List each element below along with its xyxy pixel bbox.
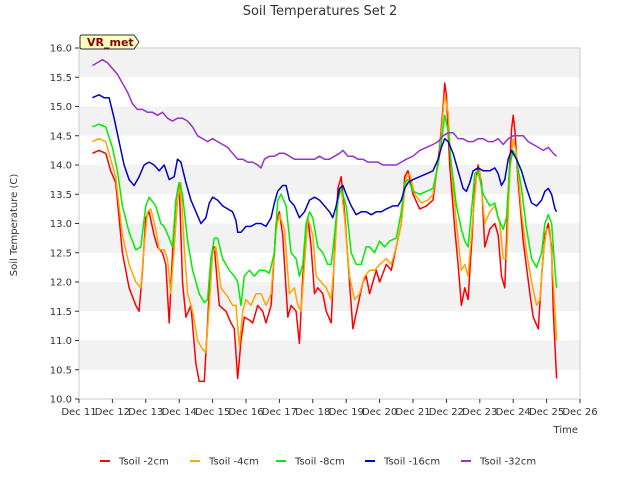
station-badge: VR_met <box>79 34 140 50</box>
y-tick-label: 13.5 <box>50 190 72 201</box>
y-axis-ticks: 10.0 10.5 11.0 11.5 12.0 12.5 13.0 13.5 14.0 14.5… <box>50 44 79 406</box>
y-tick-label: 12.0 <box>50 278 72 289</box>
x-tick-label: Dec 15 <box>195 407 230 418</box>
y-tick-label: 11.5 <box>50 307 72 318</box>
x-tick-label: Dec 24 <box>496 407 531 418</box>
series-lines <box>92 58 558 383</box>
x-tick-label: Dec 16 <box>228 407 263 418</box>
y-tick-label: 10.5 <box>50 365 72 376</box>
legend-label: Tsoil -16cm <box>383 457 440 468</box>
grid-band <box>79 77 580 107</box>
x-tick-label: Dec 25 <box>529 407 564 418</box>
legend-label: Tsoil -32cm <box>479 457 536 468</box>
y-tick-label: 15.0 <box>50 102 72 113</box>
grid-band <box>79 369 580 399</box>
legend-label: Tsoil -8cm <box>294 457 345 468</box>
chart-title: Soil Temperatures Set 2 <box>243 4 398 19</box>
grid-band <box>79 223 580 253</box>
x-tick-label: Dec 21 <box>395 407 430 418</box>
y-tick-label: 11.0 <box>50 336 72 347</box>
grid-band <box>79 48 580 78</box>
series-line-3 <box>92 114 558 307</box>
y-tick-label: 14.5 <box>50 131 72 142</box>
x-tick-label: Dec 22 <box>429 407 464 418</box>
series-line-2 <box>92 94 558 353</box>
y-tick-label: 13.0 <box>50 219 72 230</box>
legend-label: Tsoil -4cm <box>208 457 259 468</box>
x-tick-label: Dec 12 <box>95 407 130 418</box>
x-tick-label: Dec 26 <box>562 407 597 418</box>
grid-band <box>79 106 580 136</box>
x-tick-label: Dec 18 <box>295 407 330 418</box>
grid-band <box>79 311 580 341</box>
x-tick-label: Dec 23 <box>462 407 497 418</box>
series-line-5 <box>92 58 558 169</box>
y-tick-label: 16.0 <box>50 44 72 55</box>
grid-band <box>79 340 580 370</box>
series-line-4 <box>92 94 558 234</box>
x-axis-label: Time <box>553 425 578 436</box>
grid-band <box>79 252 580 282</box>
y-axis-label: Soil Temperature (C) <box>9 174 20 277</box>
grid-band <box>79 194 580 224</box>
x-tick-label: Dec 13 <box>128 407 163 418</box>
y-tick-label: 14.0 <box>50 161 72 172</box>
x-tick-label: Dec 11 <box>61 407 96 418</box>
x-tick-label: Dec 19 <box>329 407 364 418</box>
grid-bands <box>79 48 580 399</box>
y-tick-label: 15.5 <box>50 73 72 84</box>
x-tick-label: Dec 20 <box>362 407 397 418</box>
station-badge-box <box>79 34 140 50</box>
y-tick-label: 10.0 <box>50 395 72 406</box>
y-tick-label: 12.5 <box>50 248 72 259</box>
x-tick-label: Dec 14 <box>162 407 197 418</box>
station-badge-label: VR_met <box>87 36 134 49</box>
grid-band <box>79 135 580 165</box>
legend: Tsoil -2cm Tsoil -4cm Tsoil -8cm Tsoil -16c… <box>100 457 536 468</box>
legend-label: Tsoil -2cm <box>118 457 169 468</box>
x-tick-label: Dec 17 <box>262 407 297 418</box>
